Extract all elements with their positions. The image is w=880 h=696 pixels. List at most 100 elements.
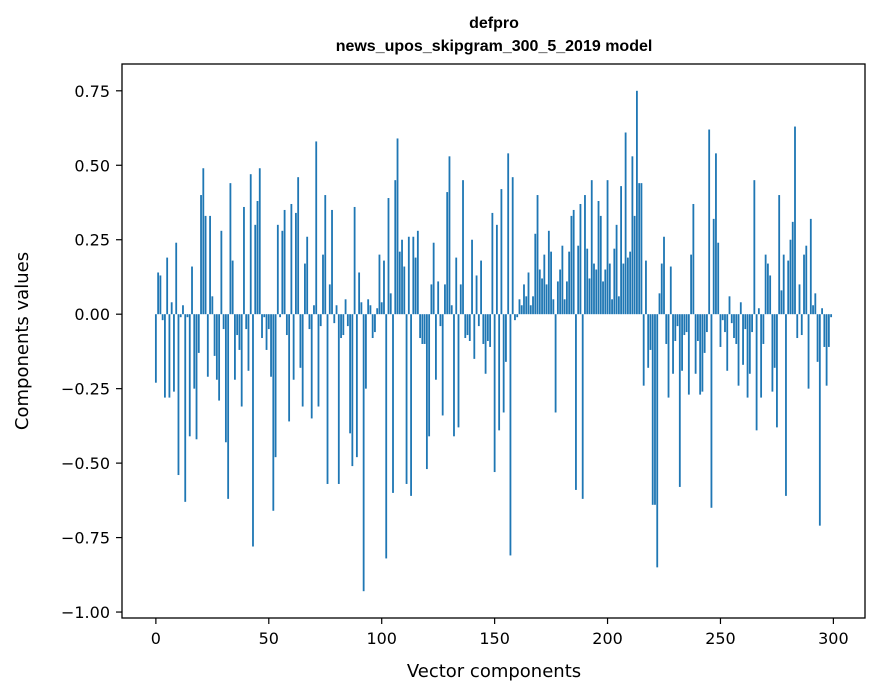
bar-76 xyxy=(326,314,329,484)
bar-10 xyxy=(177,314,180,476)
bar-274 xyxy=(773,314,776,368)
bar-44 xyxy=(254,224,257,315)
bar-292 xyxy=(814,293,817,315)
bar-79 xyxy=(333,314,336,324)
chart-subtitle: news_upos_skipgram_300_5_2019 model xyxy=(336,38,653,55)
chart-title: defpro xyxy=(469,15,519,32)
bar-73 xyxy=(319,314,322,327)
bar-116 xyxy=(416,230,419,315)
bar-50 xyxy=(267,314,270,330)
bar-147 xyxy=(486,314,489,341)
bar-262 xyxy=(746,314,749,398)
bar-3 xyxy=(161,314,164,321)
y-tick-label: 0.75 xyxy=(74,82,110,101)
bar-155 xyxy=(505,314,507,362)
bar-227 xyxy=(667,314,670,398)
bar-21 xyxy=(202,168,205,315)
bar-6 xyxy=(168,314,171,398)
x-axis-ticks: 0 50 100 150 200 250 300 xyxy=(151,618,849,648)
bar-288 xyxy=(805,245,808,315)
bar-32 xyxy=(227,314,230,499)
x-tick-label: 50 xyxy=(259,629,279,648)
bar-297 xyxy=(825,314,828,386)
bar-82 xyxy=(340,314,342,339)
bar-145 xyxy=(482,314,485,344)
bar-110 xyxy=(403,266,406,315)
bar-250 xyxy=(719,314,722,347)
bar-86 xyxy=(349,314,351,434)
bar-28 xyxy=(218,314,221,401)
bar-89 xyxy=(355,314,358,458)
bar-121 xyxy=(428,314,431,437)
plot-frame xyxy=(121,63,866,619)
bar-15 xyxy=(188,314,191,437)
bar-229 xyxy=(672,314,674,374)
bar-43 xyxy=(252,314,254,547)
bar-111 xyxy=(405,314,408,484)
bar-238 xyxy=(692,203,695,315)
bar-182 xyxy=(565,281,568,315)
bar-196 xyxy=(597,201,600,315)
bar-17 xyxy=(193,314,196,389)
y-tick-label: 0.50 xyxy=(74,156,110,175)
bar-140 xyxy=(471,239,473,315)
bar-188 xyxy=(579,203,582,315)
bar-74 xyxy=(322,254,324,315)
bar-202 xyxy=(611,299,613,315)
bar-220 xyxy=(651,314,654,505)
bar-23 xyxy=(206,314,209,377)
bar-64 xyxy=(299,314,302,368)
x-tick-label: 300 xyxy=(818,629,849,648)
bar-36 xyxy=(236,314,239,336)
bar-198 xyxy=(602,281,604,315)
bar-37 xyxy=(238,314,241,350)
bar-223 xyxy=(658,293,661,315)
bar-45 xyxy=(256,201,259,315)
bar-264 xyxy=(751,314,753,333)
bar-260 xyxy=(742,314,744,365)
bar-103 xyxy=(387,198,390,315)
bar-107 xyxy=(396,138,399,315)
bar-12 xyxy=(182,305,184,315)
bar-208 xyxy=(624,132,627,315)
bar-259 xyxy=(739,302,742,315)
bar-113 xyxy=(410,314,412,496)
bar-282 xyxy=(791,221,794,315)
bar-88 xyxy=(353,206,356,315)
bar-61 xyxy=(292,314,295,380)
bar-92 xyxy=(362,314,365,592)
bar-224 xyxy=(660,263,663,315)
bar-277 xyxy=(780,290,783,315)
bar-191 xyxy=(586,248,589,315)
bar-289 xyxy=(807,314,810,389)
bar-70 xyxy=(313,305,315,315)
bar-257 xyxy=(735,314,738,344)
bar-255 xyxy=(730,314,733,324)
bar-206 xyxy=(620,186,622,315)
bar-228 xyxy=(669,266,672,315)
bar-112 xyxy=(407,236,410,315)
bar-128 xyxy=(444,284,446,315)
bar-190 xyxy=(584,195,586,315)
bar-40 xyxy=(245,314,248,330)
bar-269 xyxy=(762,314,765,344)
bar-204 xyxy=(615,224,618,315)
bar-156 xyxy=(507,153,510,315)
bar-7 xyxy=(170,302,173,315)
bar-249 xyxy=(717,242,720,315)
bar-287 xyxy=(803,254,805,315)
bar-243 xyxy=(703,314,706,353)
y-axis-ticks: −1.00 −0.75 −0.50 −0.25 0.00 0.25 0.50 0.75 xyxy=(61,82,122,622)
bar-180 xyxy=(561,245,564,315)
bar-235 xyxy=(685,314,688,333)
bar-104 xyxy=(389,293,392,315)
bar-283 xyxy=(794,126,796,315)
bar-101 xyxy=(383,260,385,315)
bar-66 xyxy=(304,263,306,315)
bar-122 xyxy=(430,284,433,315)
bar-91 xyxy=(360,302,363,315)
bar-87 xyxy=(351,314,354,467)
bar-18 xyxy=(195,314,198,440)
bar-127 xyxy=(441,314,444,416)
bar-186 xyxy=(575,314,577,490)
